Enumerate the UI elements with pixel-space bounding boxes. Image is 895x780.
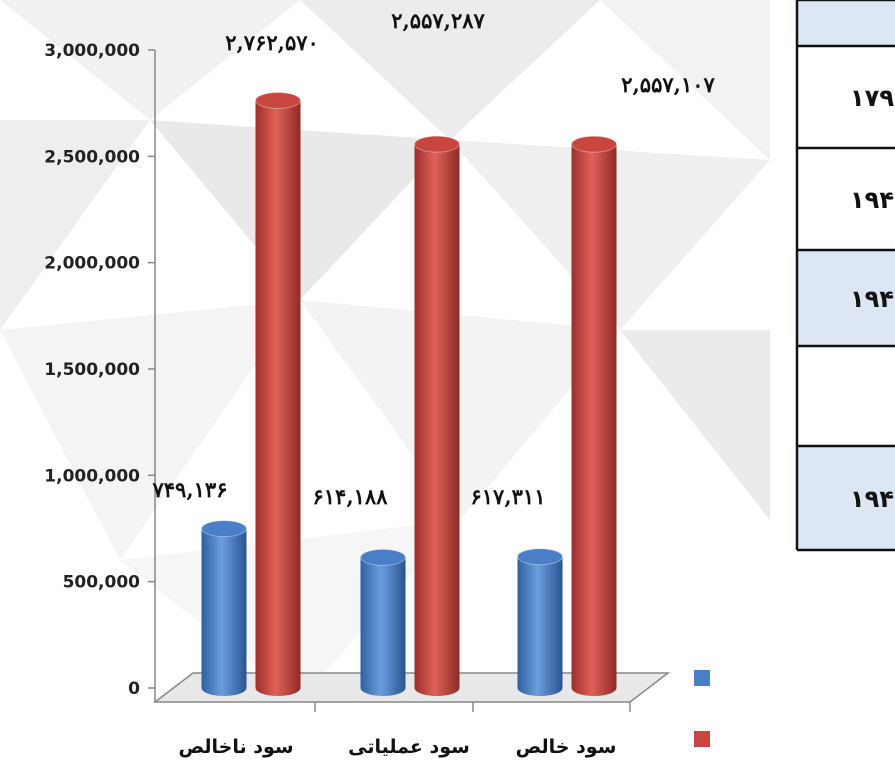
table-cell xyxy=(797,346,895,446)
y-tick-label: 1,000,000 xyxy=(44,466,140,486)
bar-body xyxy=(414,144,460,689)
table-cell-value: ۱۹۴ xyxy=(850,485,894,513)
bar-base xyxy=(571,680,617,696)
bar-cap xyxy=(360,548,406,566)
table-cell-value: ۱۷۹ xyxy=(850,84,894,112)
x-category-label: سود ناخالص xyxy=(178,736,293,758)
table-cell xyxy=(797,446,895,550)
legend-swatch-0 xyxy=(694,670,710,686)
y-tick-label: 3,000,000 xyxy=(44,41,140,61)
bar-cap xyxy=(414,135,460,153)
legend-label-1: سال مالی ۱۴۰۱ xyxy=(893,726,895,750)
bar-base xyxy=(201,680,247,696)
data-labels: ۷۴۹,۱۳۶ ۶۱۴,۱۸۸ ۶۱۷,۳۱۱ ۲,۷۶۲,۵۷۰ ۲,۵۵۷,۲۸۷ ۲… xyxy=(152,8,715,509)
x-axis-ticks xyxy=(314,702,631,712)
table-cell xyxy=(797,0,895,46)
x-category-label: سود عملیاتی xyxy=(348,736,470,758)
y-axis-ticks: 0 500,000 1,000,000 1,500,000 2,000,000 2,500… xyxy=(44,41,155,699)
data-label: ۲,۵۵۷,۱۰۷ xyxy=(621,72,715,97)
bar-body xyxy=(360,557,406,688)
bar-series-0 xyxy=(517,548,563,696)
table-cell xyxy=(797,46,895,148)
bar-body xyxy=(255,100,301,688)
data-label: ۲,۵۵۷,۲۸۷ xyxy=(391,8,485,33)
bar-body xyxy=(517,556,563,688)
data-label: ۶۱۷,۳۱۱ xyxy=(471,484,546,509)
bar-base xyxy=(517,680,563,696)
legend: سال مالی ۱۴۰۰ سال مالی ۱۴۰۱ xyxy=(694,665,895,750)
legend-swatch-1 xyxy=(694,731,710,747)
y-tick-label: 0 xyxy=(128,679,140,699)
data-label: ۷۴۹,۱۳۶ xyxy=(152,477,228,502)
bars xyxy=(201,91,617,696)
data-label: ۲,۷۶۲,۵۷۰ xyxy=(225,30,319,55)
x-category-label: سود خالص xyxy=(516,736,617,758)
table-cell xyxy=(797,148,895,250)
y-tick-label: 500,000 xyxy=(63,573,141,593)
table-cell-value: ۱۹۴ xyxy=(850,285,894,313)
data-label: ۶۱۴,۱۸۸ xyxy=(313,484,389,509)
table-cell xyxy=(797,250,895,346)
bar-body xyxy=(571,144,617,688)
bar-cap xyxy=(571,135,617,153)
bar-base xyxy=(360,680,406,696)
side-table: ۱۷۹ ۱۹۴ ۱۹۴ ۱۹۴ xyxy=(795,0,895,552)
bar-series-1 xyxy=(255,91,301,696)
bar-series-0 xyxy=(360,548,406,696)
x-axis-labels: سود ناخالص سود عملیاتی سود خالص xyxy=(178,736,616,758)
bar-cap xyxy=(517,548,563,566)
table-cell-value: ۱۹۴ xyxy=(850,186,894,214)
bar-series-1 xyxy=(414,135,460,696)
bar-series-1 xyxy=(571,135,617,696)
bar-base xyxy=(414,680,460,696)
y-tick-label: 2,000,000 xyxy=(44,254,140,274)
bar-cap xyxy=(201,520,247,538)
bar-series-0 xyxy=(201,520,247,696)
bar-cap xyxy=(255,91,301,109)
bar-body xyxy=(201,528,247,688)
bar-base xyxy=(255,680,301,696)
y-tick-label: 1,500,000 xyxy=(44,360,140,380)
legend-label-0: سال مالی ۱۴۰۰ xyxy=(893,665,895,689)
y-tick-label: 2,500,000 xyxy=(44,147,140,167)
